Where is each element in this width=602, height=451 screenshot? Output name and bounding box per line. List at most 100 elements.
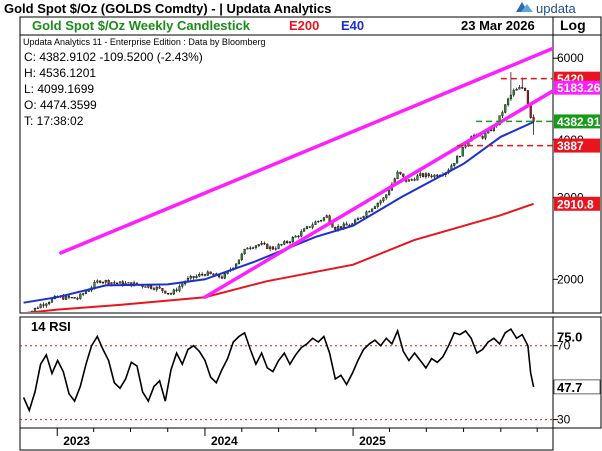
- candle: [399, 171, 402, 175]
- candle: [169, 293, 173, 295]
- candle: [45, 303, 48, 306]
- candle: [371, 208, 374, 212]
- candle: [220, 276, 224, 279]
- candle: [152, 288, 156, 290]
- candle: [155, 286, 158, 290]
- high-readout: H: 4536.1201: [24, 66, 96, 80]
- candle: [274, 248, 277, 250]
- candle: [501, 112, 504, 116]
- candle: [373, 206, 377, 210]
- candle: [523, 88, 527, 91]
- candle: [209, 271, 212, 275]
- candle: [325, 215, 328, 218]
- candle: [305, 226, 309, 230]
- candle: [189, 276, 192, 279]
- series-e200-line: [25, 202, 534, 312]
- rsi-plot: [20, 327, 553, 421]
- price-plot: [23, 46, 553, 316]
- candle: [28, 315, 30, 316]
- candle: [249, 247, 252, 249]
- legend-e200: E200: [289, 18, 319, 33]
- candle: [521, 87, 524, 89]
- candle: [118, 281, 122, 284]
- candle: [110, 282, 113, 285]
- candle: [430, 175, 433, 178]
- chart-title: Gold Spot $/Oz Weekly Candlestick: [32, 18, 251, 33]
- rsi-tag-label: 47.7: [557, 380, 582, 395]
- candle: [359, 217, 362, 219]
- candle: [73, 297, 76, 299]
- candle: [237, 259, 241, 265]
- candle: [254, 245, 258, 248]
- candle: [433, 174, 436, 178]
- brand-name: updata: [536, 1, 577, 16]
- candle: [422, 173, 425, 177]
- candle: [198, 274, 201, 277]
- candle: [288, 241, 292, 244]
- candle: [104, 280, 107, 283]
- time-tick-label: 2024: [211, 434, 238, 448]
- candle: [416, 175, 419, 181]
- candle: [101, 281, 105, 284]
- candle: [206, 271, 209, 276]
- candle: [322, 217, 326, 221]
- rsi-title: 14 RSI: [31, 319, 71, 334]
- candle: [50, 298, 54, 303]
- candle: [113, 282, 116, 284]
- price-tag-label: 2910.8: [557, 197, 594, 211]
- time-axis-panel: [19, 427, 554, 451]
- candle: [334, 227, 337, 230]
- candle: [96, 280, 99, 283]
- candle: [362, 216, 365, 219]
- candle: [107, 280, 110, 285]
- candle: [269, 246, 272, 249]
- candle: [164, 290, 167, 294]
- rsi-tag-label: 75.0: [557, 329, 582, 344]
- candle: [223, 273, 226, 279]
- candle: [33, 307, 37, 312]
- candle: [396, 171, 399, 179]
- low-readout: L: 4099.1699: [24, 82, 94, 96]
- updata-logo-icon: [516, 2, 533, 12]
- candle: [175, 289, 178, 291]
- candle: [314, 221, 317, 225]
- candle: [506, 98, 510, 105]
- candle: [67, 295, 71, 298]
- candle: [356, 218, 360, 221]
- price-tag-label: 3887: [557, 139, 584, 153]
- candle: [280, 244, 283, 246]
- candle: [201, 274, 204, 276]
- window-title: Gold Spot $/Oz (GOLDS Comdty) - | Updata…: [4, 1, 331, 16]
- data-source: Updata Analytics 11 - Enterprise Edition…: [23, 37, 265, 47]
- candle: [277, 244, 280, 249]
- candle: [484, 132, 487, 139]
- rsi-line: [22, 327, 535, 413]
- legend-e40: E40: [341, 18, 364, 33]
- candle: [291, 237, 294, 243]
- candle: [266, 243, 269, 249]
- candle: [490, 129, 493, 132]
- candle: [320, 220, 323, 222]
- candle: [243, 248, 246, 255]
- candle: [339, 226, 343, 229]
- candle: [127, 282, 130, 284]
- candle: [147, 285, 150, 288]
- candle: [144, 286, 147, 288]
- price-axis-panel: [552, 16, 602, 314]
- time-tick-label: 2025: [359, 434, 386, 448]
- time-readout: T: 17:38:02: [24, 114, 84, 128]
- candle: [42, 304, 45, 306]
- candle: [458, 156, 461, 158]
- candle: [212, 273, 215, 276]
- scale-label: Log: [560, 17, 586, 33]
- price-axis: 200030004000600054205183.264382.91388729…: [553, 51, 601, 286]
- candle: [203, 274, 207, 276]
- candle: [93, 282, 96, 288]
- candle: [178, 286, 181, 291]
- candle: [99, 280, 102, 283]
- candle: [84, 291, 88, 294]
- candle: [413, 179, 416, 181]
- candle: [297, 235, 300, 238]
- candle: [158, 286, 161, 289]
